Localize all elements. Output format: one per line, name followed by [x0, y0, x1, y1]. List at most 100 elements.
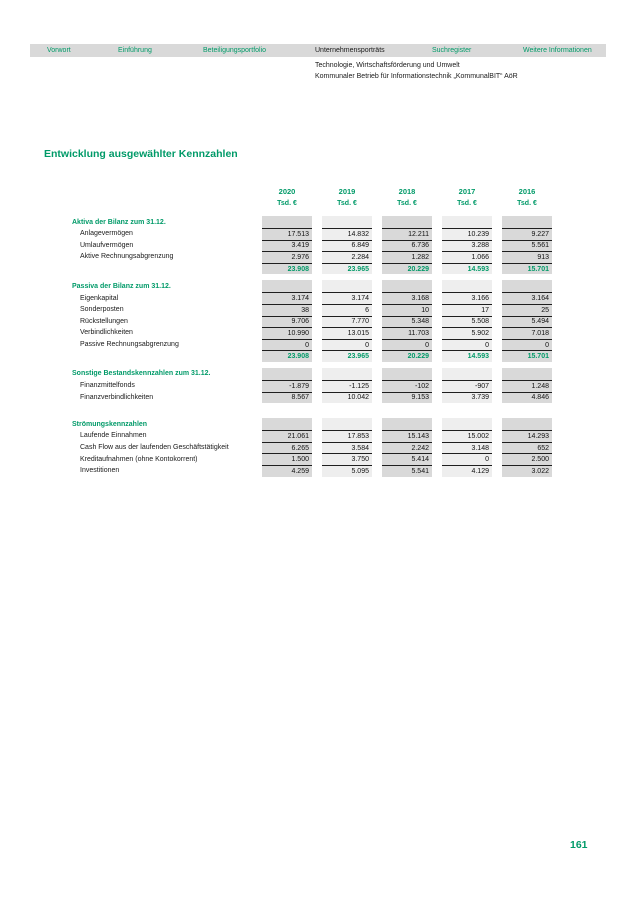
value-cell: 12.211: [382, 228, 432, 240]
row-label: Kreditaufnahmen (ohne Kontokorrent): [80, 455, 198, 463]
section-header-label: Passiva der Bilanz zum 31.12.: [72, 282, 171, 290]
table-row: Finanzverbindlichkeiten 8.567 10.042 9.153 3…: [66, 391, 552, 404]
value-cell: [502, 216, 552, 228]
value-cell: 6.265: [262, 441, 312, 454]
value-cell: 9.227: [502, 228, 552, 240]
value-cell: 3.288: [442, 239, 492, 252]
value-cell: 4.259: [262, 464, 312, 477]
page-number: 161: [570, 839, 588, 851]
value-cell: 5.095: [322, 464, 372, 477]
table-row: Passive Rechnungsabgrenzung 0 0 0 0 0: [66, 338, 552, 351]
row-label: Anlagevermögen: [80, 230, 133, 238]
value-cell: 5.561: [502, 239, 552, 252]
value-cell: 10.239: [442, 228, 492, 240]
value-cell: 14.593: [442, 350, 492, 362]
value-cell: [262, 367, 312, 380]
value-cell: 10.042: [322, 391, 372, 404]
value-cell: [322, 418, 372, 431]
value-cell: 3.174: [322, 292, 372, 304]
table-row: Investitionen 4.259 5.095 5.541 4.129 3.022: [66, 464, 552, 477]
value-cell: 1.282: [382, 251, 432, 263]
value-cell: 17.513: [262, 228, 312, 240]
value-cell: 4.129: [442, 464, 492, 477]
unit-spacer: [66, 197, 262, 209]
value-cell: [442, 280, 492, 293]
row-label: Rückstellungen: [80, 317, 128, 325]
value-cell: 0: [382, 338, 432, 351]
value-cell: 6.736: [382, 239, 432, 252]
value-cell: [262, 280, 312, 293]
table-row: Eigenkapital 3.174 3.174 3.168 3.166 3.164: [66, 292, 552, 304]
row-label: Finanzverbindlichkeiten: [80, 393, 154, 401]
nav-item-0[interactable]: Vorwort: [47, 47, 71, 54]
row-label: Sonderposten: [80, 306, 124, 314]
value-cell: [262, 418, 312, 431]
value-cell: 20.229: [382, 350, 432, 362]
table-unit-row: Tsd. € Tsd. € Tsd. € Tsd. € Tsd. €: [66, 197, 552, 209]
value-cell: 10.990: [262, 327, 312, 339]
value-cell: 10: [382, 303, 432, 316]
year-header-spacer: [66, 185, 262, 197]
nav-item-3[interactable]: Unternehmensporträts: [315, 47, 385, 54]
section-header-row: Strömungskennzahlen: [66, 418, 552, 431]
section-header-label: Strömungskennzahlen: [72, 420, 148, 428]
value-cell: 7.770: [322, 315, 372, 328]
value-cell: [322, 216, 372, 228]
table-row: Kreditaufnahmen (ohne Kontokorrent) 1.500…: [66, 453, 552, 465]
page-title: Entwicklung ausgewählter Kennzahlen: [44, 148, 238, 160]
value-cell: 2.242: [382, 441, 432, 454]
nav-item-1[interactable]: Einführung: [118, 47, 152, 54]
value-cell: -907: [442, 379, 492, 392]
value-cell: Tsd. €: [457, 199, 477, 207]
value-cell: 0: [322, 338, 372, 351]
row-label: Verbindlichkeiten: [80, 329, 133, 337]
nav-item-4[interactable]: Suchregister: [432, 47, 472, 54]
value-cell: 0: [442, 453, 492, 465]
value-cell: [502, 280, 552, 293]
table-row: Sonderposten 38 6 10 17 25: [66, 303, 552, 316]
value-cell: 8.567: [262, 391, 312, 404]
value-cell: 2.284: [322, 251, 372, 263]
value-cell: 3.419: [262, 239, 312, 252]
value-cell: 4.846: [502, 391, 552, 404]
table-row: Finanzmittelfonds -1.879 -1.125 -102 -907 1.2…: [66, 379, 552, 392]
value-cell: 3.164: [502, 292, 552, 304]
value-cell: 23.908: [262, 350, 312, 362]
value-cell: 23.965: [322, 350, 372, 362]
value-cell: [502, 418, 552, 431]
value-cell: 5.541: [382, 464, 432, 477]
nav-item-2[interactable]: Beteiligungsportfolio: [203, 47, 267, 54]
value-cell: 21.061: [262, 430, 312, 442]
row-label: Passive Rechnungsabgrenzung: [80, 341, 179, 349]
section-spacer: [66, 403, 552, 418]
nav-item-5[interactable]: Weitere Informationen: [523, 47, 592, 54]
value-cell: -102: [382, 379, 432, 392]
table-row: Laufende Einnahmen 21.061 17.853 15.143 15.0…: [66, 430, 552, 442]
value-cell: [442, 418, 492, 431]
table-row: Anlagevermögen 17.513 14.832 12.211 10.239 9.…: [66, 228, 552, 240]
row-label: Investitionen: [80, 467, 120, 475]
value-cell: [442, 367, 492, 380]
value-cell: 38: [262, 303, 312, 316]
row-label: Eigenkapital: [80, 294, 119, 302]
row-label: Umlaufvermögen: [80, 241, 134, 249]
value-cell: 5.902: [442, 327, 492, 339]
value-cell: 3.584: [322, 441, 372, 454]
table-year-header-row: 2020 2019 2018 2017 2016: [66, 185, 552, 197]
section-total-row: 23.908 23.965 20.229 14.593 15.701: [66, 350, 552, 362]
value-cell: 9.153: [382, 391, 432, 404]
value-cell: 2016: [518, 186, 536, 196]
value-cell: 2020: [278, 186, 296, 196]
value-cell: 17: [442, 303, 492, 316]
value-cell: [382, 280, 432, 293]
value-cell: 1.248: [502, 379, 552, 392]
value-cell: [442, 216, 492, 228]
value-cell: 6.849: [322, 239, 372, 252]
value-cell: 1.066: [442, 251, 492, 263]
value-cell: 9.706: [262, 315, 312, 328]
value-cell: 652: [502, 441, 552, 454]
value-cell: Tsd. €: [337, 199, 357, 207]
value-cell: 15.701: [502, 262, 552, 275]
top-navigation-bar: Vorwort Einführung Beteiligungsportfolio Un…: [30, 44, 606, 57]
total-label-spacer: [66, 263, 262, 275]
